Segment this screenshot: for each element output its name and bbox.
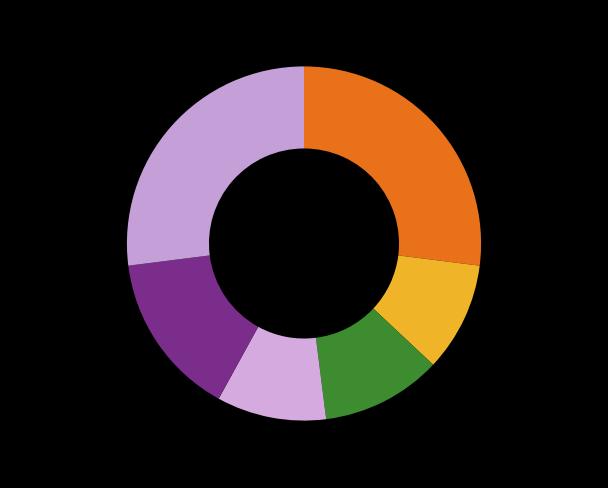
Wedge shape <box>127 67 304 266</box>
Wedge shape <box>316 309 433 419</box>
Wedge shape <box>219 327 326 421</box>
Wedge shape <box>304 67 481 266</box>
Wedge shape <box>373 256 480 365</box>
Wedge shape <box>128 256 258 399</box>
